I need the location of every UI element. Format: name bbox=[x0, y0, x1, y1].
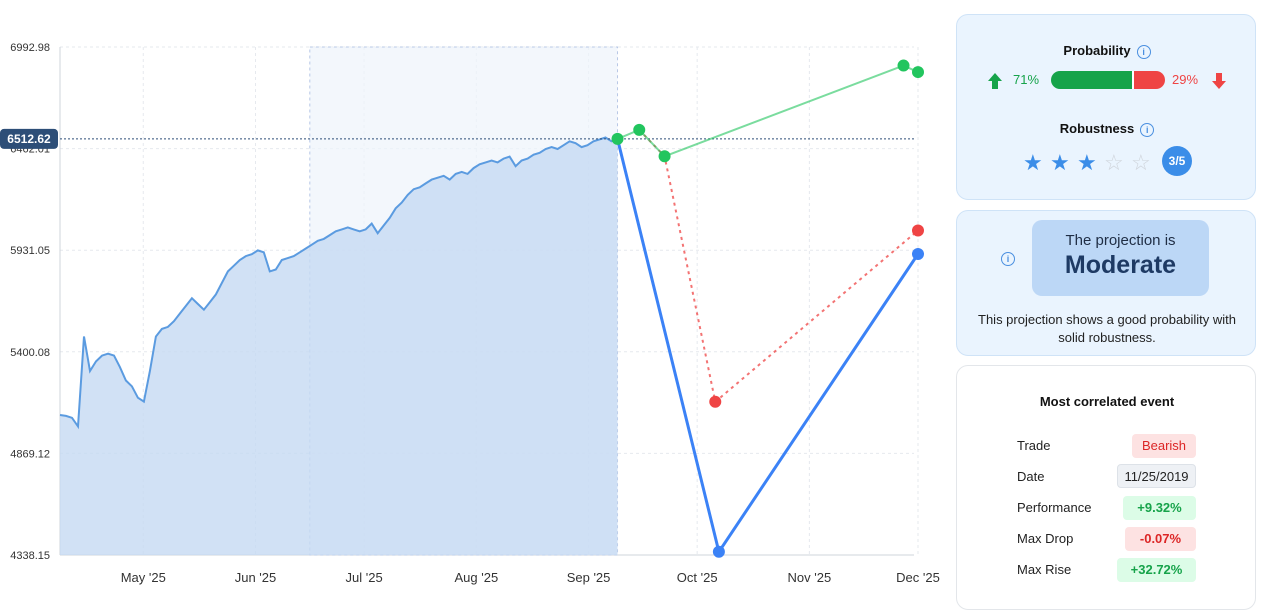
x-tick-label: Oct '25 bbox=[677, 570, 718, 585]
projection-box: The projection is Moderate bbox=[1032, 220, 1209, 296]
projection-green-point[interactable] bbox=[658, 150, 671, 163]
probability-card: Probability i 71% 29% Robustness i ★ ★ ★ ☆… bbox=[956, 14, 1256, 200]
x-tick-label: Jul '25 bbox=[346, 570, 383, 585]
y-tick-label: 6992.98 bbox=[10, 42, 50, 54]
arrow-down-icon bbox=[1212, 73, 1226, 89]
projection-primary-point[interactable] bbox=[912, 248, 924, 261]
probability-up-pct: 71% bbox=[1013, 72, 1040, 87]
trade-label: Trade bbox=[1017, 438, 1051, 453]
history-area bbox=[60, 137, 618, 555]
y-tick-label: 5400.08 bbox=[10, 347, 50, 359]
correlated-event-card: Most correlated event Trade Bearish Date… bbox=[956, 365, 1256, 610]
arrow-up-icon bbox=[988, 73, 1002, 89]
projection-green-point[interactable] bbox=[633, 123, 646, 136]
projection-green-point[interactable] bbox=[912, 66, 924, 79]
probability-bar bbox=[1051, 71, 1165, 89]
star-empty-icon: ☆ bbox=[1104, 150, 1124, 175]
probability-bar-up bbox=[1051, 71, 1132, 89]
projection-green-point[interactable] bbox=[897, 59, 910, 72]
trade-badge: Bearish bbox=[1132, 434, 1196, 458]
max-drop-badge: -0.07% bbox=[1125, 527, 1196, 551]
projection-card: i The projection is Moderate This projec… bbox=[956, 210, 1256, 356]
date-badge: 11/25/2019 bbox=[1117, 464, 1196, 488]
probability-title: Probability bbox=[1063, 43, 1131, 58]
date-label: Date bbox=[1017, 469, 1045, 484]
projection-green-line bbox=[617, 64, 919, 158]
star-icon: ★ bbox=[1050, 150, 1070, 175]
y-tick-label: 5931.05 bbox=[10, 245, 50, 257]
price-projection-chart: 6992.986462.015931.055400.084869.124338.… bbox=[0, 42, 940, 585]
current-value-label: 6512.62 bbox=[7, 132, 51, 146]
projection-description-line2: solid robustness. bbox=[1058, 330, 1156, 345]
star-icon: ★ bbox=[1023, 150, 1043, 175]
projection-red-point[interactable] bbox=[912, 224, 924, 237]
projection-description-line1: This projection shows a good probability… bbox=[978, 312, 1236, 327]
star-icon: ★ bbox=[1077, 150, 1097, 175]
x-tick-label: Aug '25 bbox=[454, 570, 498, 585]
correlated-title: Most correlated event bbox=[1039, 394, 1175, 409]
robustness-heading: Robustness i bbox=[957, 121, 1257, 137]
y-tick-label: 4869.12 bbox=[10, 448, 50, 460]
projection-title: The projection is bbox=[1065, 232, 1176, 249]
projection-primary-point[interactable] bbox=[712, 545, 725, 558]
projection-value: Moderate bbox=[1064, 251, 1177, 279]
probability-down-pct: 29% bbox=[1172, 72, 1199, 87]
robustness-info-icon[interactable]: i bbox=[1140, 122, 1155, 137]
max-drop-label: Max Drop bbox=[1017, 531, 1074, 546]
star-empty-icon: ☆ bbox=[1131, 150, 1151, 175]
robustness-badge: 3/5 bbox=[1162, 146, 1192, 176]
probability-info-icon[interactable]: i bbox=[1136, 44, 1151, 59]
performance-badge: +9.32% bbox=[1123, 496, 1196, 520]
projection-red-point[interactable] bbox=[709, 395, 722, 408]
projection-description: This projection shows a good probability… bbox=[957, 311, 1257, 347]
max-rise-label: Max Rise bbox=[1017, 562, 1072, 577]
performance-label: Performance bbox=[1017, 500, 1092, 515]
x-tick-label: Jun '25 bbox=[235, 570, 277, 585]
y-tick-label: 4338.15 bbox=[10, 550, 50, 562]
x-tick-label: Dec '25 bbox=[896, 570, 940, 585]
projection-info-icon[interactable]: i bbox=[1001, 252, 1015, 266]
projection-red-line bbox=[638, 129, 919, 404]
x-tick-label: Nov '25 bbox=[788, 570, 832, 585]
robustness-title: Robustness bbox=[1059, 121, 1135, 136]
probability-bar-down bbox=[1131, 71, 1165, 89]
probability-heading: Probability i bbox=[957, 43, 1257, 59]
current-value-badge: 6512.62 bbox=[0, 128, 58, 149]
x-tick-label: May '25 bbox=[121, 570, 166, 585]
x-tick-label: Sep '25 bbox=[567, 570, 611, 585]
projection-primary-line bbox=[616, 138, 920, 556]
history-line bbox=[59, 136, 618, 430]
projection-green-point[interactable] bbox=[611, 132, 624, 145]
max-rise-badge: +32.72% bbox=[1117, 558, 1196, 582]
